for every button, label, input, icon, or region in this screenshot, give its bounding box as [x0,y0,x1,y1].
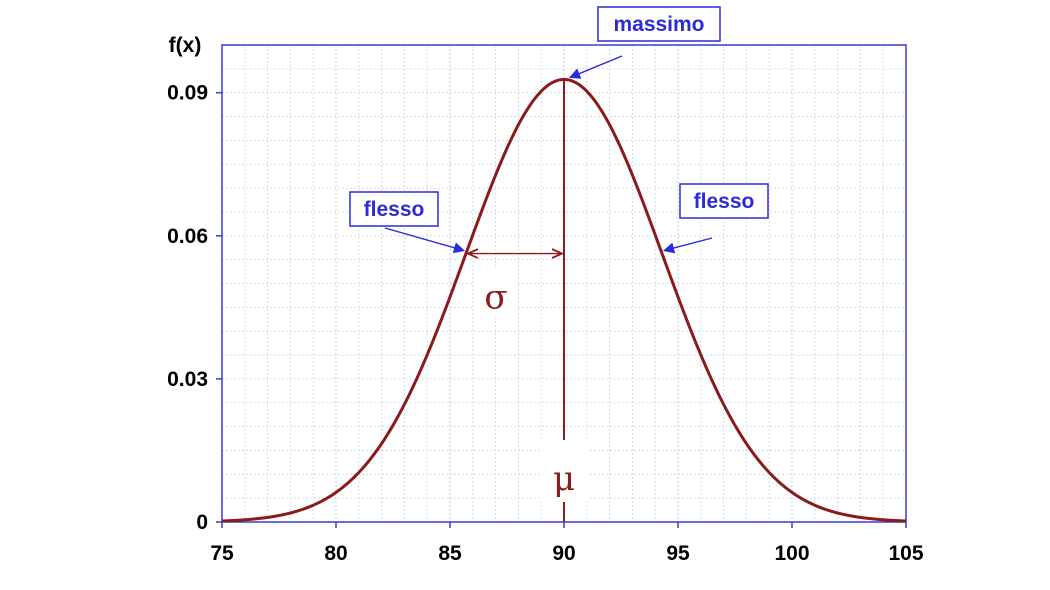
callout-flesso-left-text: flesso [364,198,425,221]
callout-massimo-text: massimo [613,13,704,36]
y-tick-label: 0.03 [167,368,208,391]
y-tick-label: 0.09 [167,82,208,105]
callout-flesso-left-box [349,191,439,227]
mu-label: μ [553,459,575,499]
callout-flesso-right-arrow [662,237,713,254]
y-axis-ticks: 0 0.03 0.06 0.09 [167,82,222,534]
x-tick-label: 100 [774,542,809,565]
y-axis-label: f(x) [169,34,202,57]
y-tick-label: 0 [196,511,208,534]
series-group [221,77,907,523]
callout-flesso-right-box [679,183,769,219]
x-tick-label: 90 [552,542,575,565]
mu-label-bg [540,440,588,502]
x-tick-label: 105 [888,542,923,565]
callout-massimo-arrow [568,55,623,79]
x-tick-label: 85 [438,542,462,565]
callout-flesso-left-arrow [384,227,466,254]
sigma-label-bg [473,267,518,318]
callout-flesso-right-text: flesso [694,190,755,213]
callout-massimo-box [597,6,721,42]
annotations-group: σ μ massimo flesso flesso [349,6,769,522]
normal-curve [221,77,907,523]
x-tick-label: 75 [210,542,234,565]
y-tick-label: 0.06 [167,225,208,248]
sigma-label: σ [484,278,507,318]
x-tick-label: 95 [666,542,690,565]
x-axis-ticks: 75 80 85 90 95 100 105 [210,522,924,565]
x-tick-label: 80 [324,542,347,565]
